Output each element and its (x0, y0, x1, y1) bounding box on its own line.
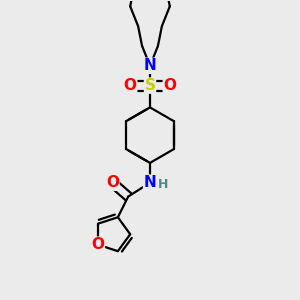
Text: O: O (106, 175, 119, 190)
Text: O: O (92, 237, 104, 252)
Text: S: S (145, 78, 155, 93)
Text: N: N (144, 175, 156, 190)
Text: O: O (124, 78, 137, 93)
Text: O: O (163, 78, 176, 93)
Text: N: N (144, 58, 156, 73)
Text: H: H (158, 178, 168, 191)
